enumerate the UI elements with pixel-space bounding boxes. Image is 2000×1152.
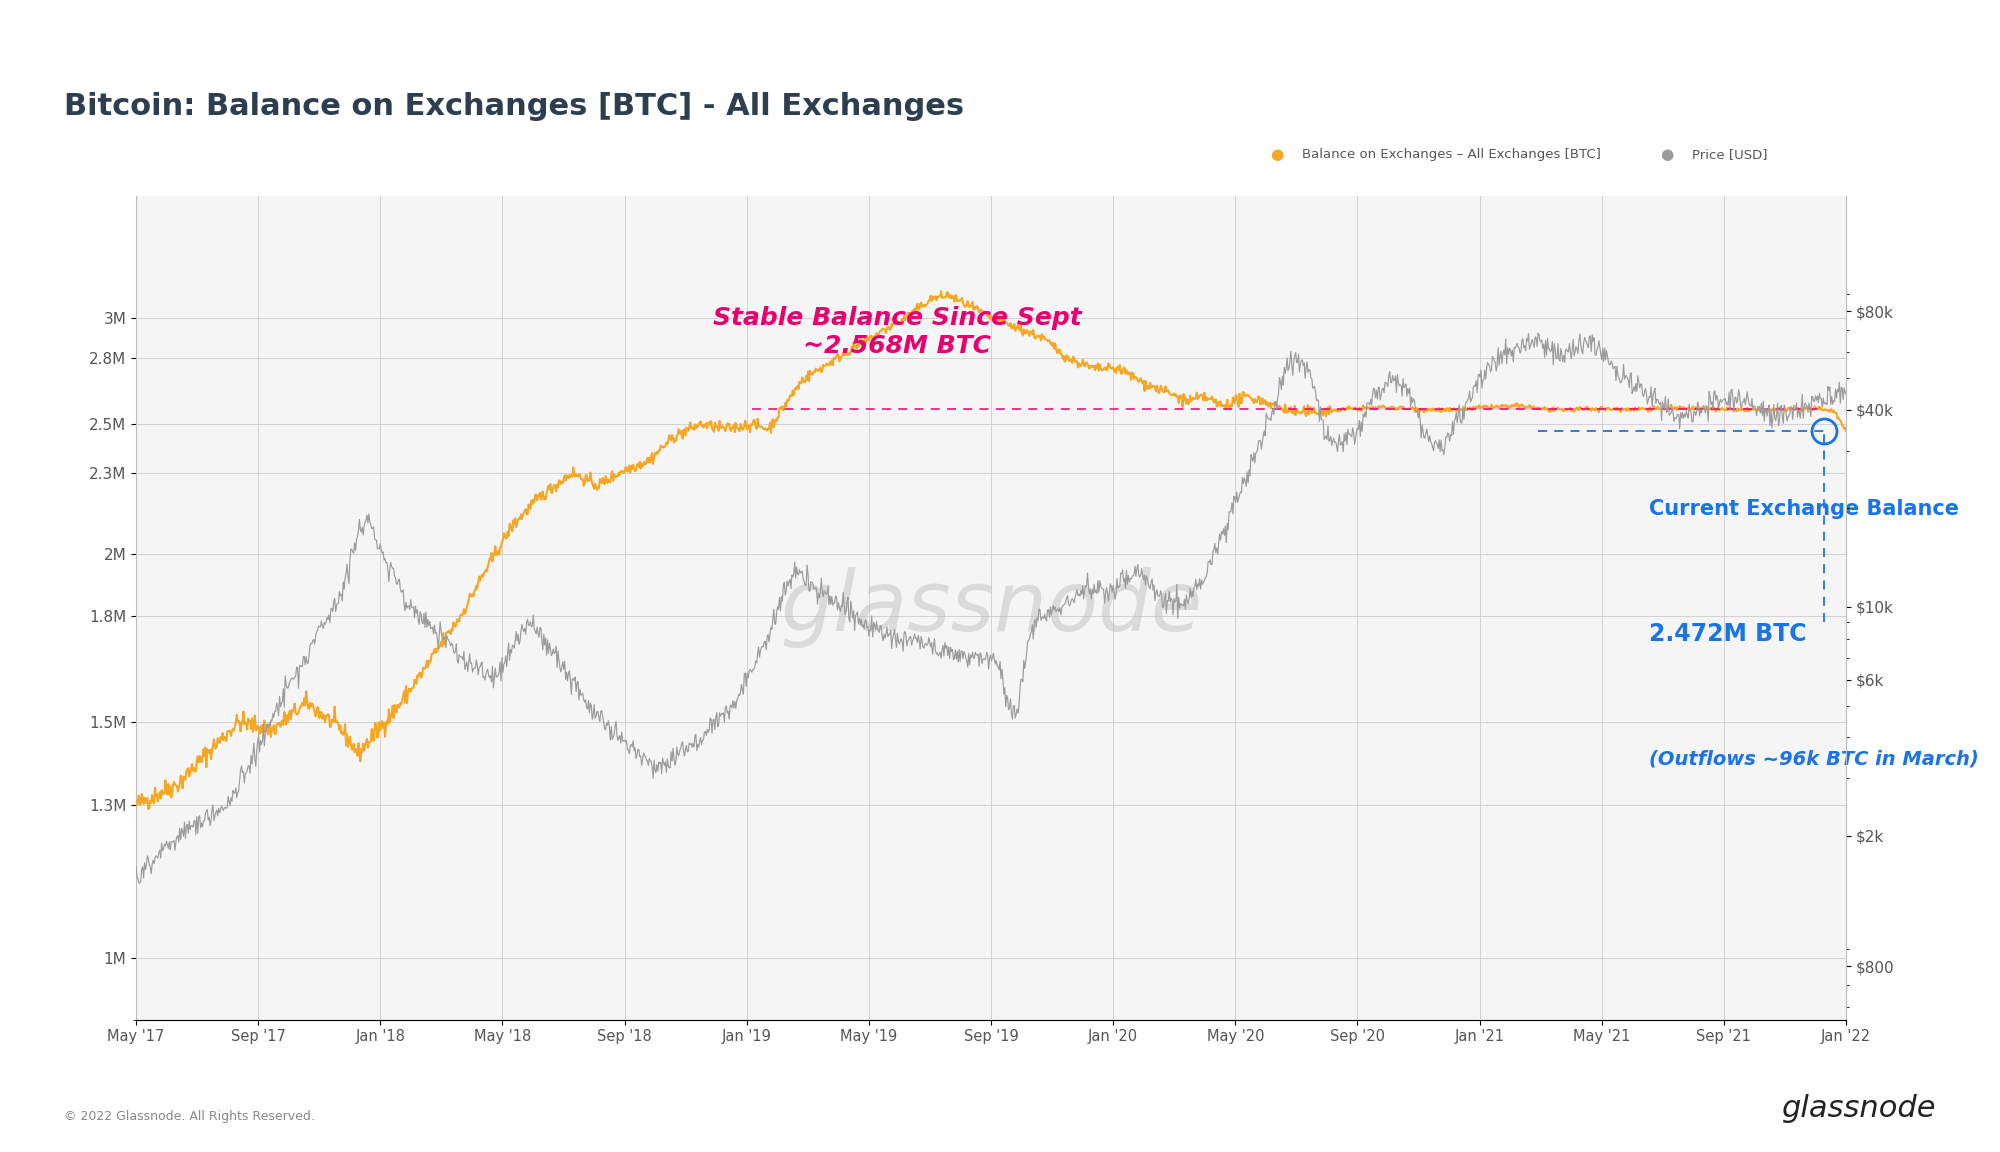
Text: Stable Balance Since Sept
~2.568M BTC: Stable Balance Since Sept ~2.568M BTC	[712, 306, 1082, 358]
Text: Bitcoin: Balance on Exchanges [BTC] - All Exchanges: Bitcoin: Balance on Exchanges [BTC] - Al…	[64, 92, 964, 121]
Text: ●: ●	[1660, 146, 1674, 162]
Text: © 2022 Glassnode. All Rights Reserved.: © 2022 Glassnode. All Rights Reserved.	[64, 1111, 314, 1123]
Text: Balance on Exchanges – All Exchanges [BTC]: Balance on Exchanges – All Exchanges [BT…	[1302, 147, 1600, 161]
Text: 2.472M BTC: 2.472M BTC	[1650, 622, 1806, 645]
Text: (Outflows ~96k BTC in March): (Outflows ~96k BTC in March)	[1650, 750, 1980, 768]
Text: ●: ●	[1270, 146, 1284, 162]
Text: Current Exchange Balance: Current Exchange Balance	[1650, 499, 1960, 518]
Text: glassnode: glassnode	[780, 567, 1202, 649]
Text: glassnode: glassnode	[1782, 1094, 1936, 1123]
Text: Price [USD]: Price [USD]	[1692, 147, 1768, 161]
